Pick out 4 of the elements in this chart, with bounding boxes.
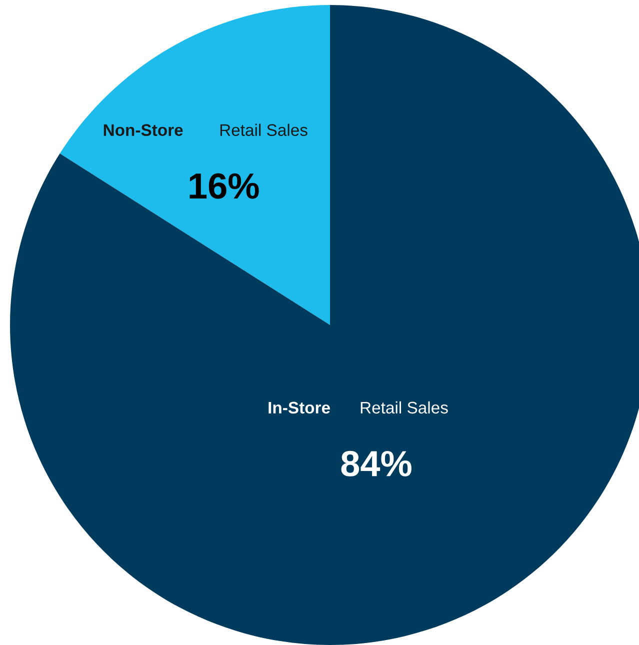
data-label: 84% (341, 450, 412, 476)
data-label: 16% (190, 173, 259, 199)
category-label: In-Store Retail Sales (268, 401, 448, 414)
category-label: Non-Store Retail Sales (104, 124, 308, 136)
